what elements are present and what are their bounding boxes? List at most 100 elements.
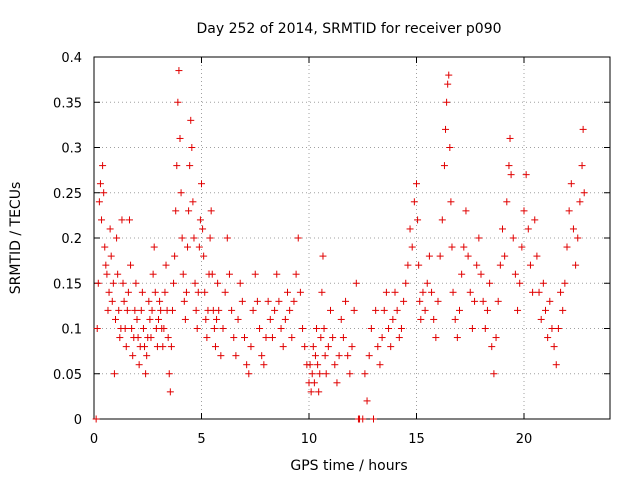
data-point xyxy=(391,288,399,296)
data-point xyxy=(125,216,133,224)
data-point xyxy=(318,288,326,296)
data-point xyxy=(170,279,178,287)
data-point xyxy=(522,171,530,179)
data-point xyxy=(145,297,153,305)
data-point xyxy=(529,288,537,296)
data-point xyxy=(137,306,145,314)
data-point xyxy=(327,306,334,314)
data-point xyxy=(557,288,565,296)
data-point xyxy=(199,225,207,233)
data-point xyxy=(471,297,479,305)
data-point xyxy=(370,415,377,423)
data-point xyxy=(372,306,380,314)
data-point xyxy=(397,325,405,332)
data-point xyxy=(188,144,196,151)
data-point xyxy=(207,207,215,215)
data-point xyxy=(324,343,332,351)
data-point xyxy=(292,270,300,278)
data-point xyxy=(161,288,169,296)
data-point xyxy=(138,288,146,296)
data-point xyxy=(223,234,231,242)
data-point xyxy=(331,361,339,369)
data-point xyxy=(301,343,309,351)
data-point xyxy=(526,261,534,269)
data-point xyxy=(294,234,302,242)
data-point xyxy=(275,297,283,305)
y-tick-label: 0.1 xyxy=(61,323,82,338)
data-point xyxy=(539,279,547,287)
data-point xyxy=(123,306,131,314)
data-point xyxy=(241,334,248,342)
data-point xyxy=(348,343,356,351)
data-point xyxy=(160,325,168,332)
data-point xyxy=(232,352,240,360)
y-tick-label: 0.3 xyxy=(61,142,82,157)
data-point xyxy=(157,306,165,314)
data-point xyxy=(417,315,425,323)
data-point xyxy=(337,315,345,323)
data-point xyxy=(569,225,577,233)
data-point xyxy=(574,234,582,242)
data-point xyxy=(408,243,416,251)
data-point xyxy=(168,306,176,314)
data-point xyxy=(141,343,149,351)
data-point xyxy=(516,279,524,287)
data-point xyxy=(225,270,233,278)
data-point xyxy=(310,379,318,387)
data-point xyxy=(518,243,526,251)
data-point xyxy=(131,306,139,314)
data-point xyxy=(576,198,584,206)
data-point xyxy=(451,315,459,323)
data-point xyxy=(128,325,136,332)
data-point xyxy=(94,279,102,287)
data-point xyxy=(494,297,502,305)
data-point xyxy=(210,325,218,332)
data-point xyxy=(333,379,341,387)
data-point xyxy=(122,343,130,351)
data-point xyxy=(421,306,429,314)
y-axis-label: SRMTID / TECUs xyxy=(8,182,24,295)
data-point xyxy=(182,288,190,296)
data-point xyxy=(477,270,485,278)
data-point xyxy=(315,388,323,396)
data-point xyxy=(468,325,476,332)
data-point xyxy=(361,370,369,378)
data-point xyxy=(96,180,104,188)
data-point xyxy=(95,198,103,206)
data-point xyxy=(308,370,316,378)
data-point xyxy=(542,306,549,314)
data-point xyxy=(490,370,498,378)
data-point xyxy=(524,225,532,233)
data-point xyxy=(296,288,304,296)
data-point xyxy=(175,67,183,75)
x-tick-label: 15 xyxy=(408,432,425,447)
data-point xyxy=(247,343,255,351)
data-point xyxy=(132,279,140,287)
data-point xyxy=(550,343,558,351)
data-point xyxy=(211,343,219,351)
data-point xyxy=(116,334,124,342)
data-point xyxy=(414,216,422,224)
data-point xyxy=(172,207,180,215)
data-point xyxy=(249,306,257,314)
data-point xyxy=(156,297,164,305)
data-point xyxy=(533,252,541,260)
data-point xyxy=(380,306,388,314)
data-point xyxy=(363,397,371,405)
data-point xyxy=(165,370,173,378)
data-point xyxy=(567,180,575,188)
y-tick-label: 0.4 xyxy=(61,51,82,66)
data-point xyxy=(177,189,185,197)
data-point xyxy=(442,125,450,133)
data-point xyxy=(284,288,291,296)
data-point xyxy=(143,352,151,360)
data-point xyxy=(317,334,325,342)
data-point xyxy=(109,279,117,287)
data-point xyxy=(438,216,446,224)
data-point xyxy=(193,325,201,332)
data-point xyxy=(572,261,580,269)
data-point xyxy=(93,325,101,332)
points-layer xyxy=(92,67,588,423)
data-point xyxy=(245,370,253,378)
data-point xyxy=(194,288,202,296)
